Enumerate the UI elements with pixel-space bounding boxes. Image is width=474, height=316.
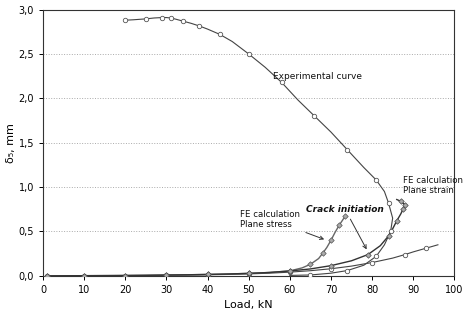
Text: FE calculation
Plane stress: FE calculation Plane stress — [240, 210, 323, 240]
Text: Crack initiation: Crack initiation — [306, 205, 384, 248]
X-axis label: Load, kN: Load, kN — [224, 301, 273, 310]
Text: Experimental curve: Experimental curve — [273, 72, 362, 81]
Y-axis label: δ₅, mm: δ₅, mm — [6, 123, 16, 163]
Text: FE calculation
Plane strain: FE calculation Plane strain — [403, 176, 463, 195]
